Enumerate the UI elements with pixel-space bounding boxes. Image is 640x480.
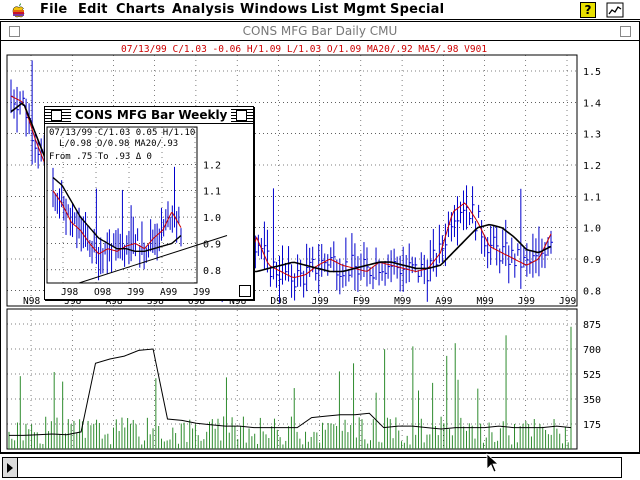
application-icon[interactable] — [606, 2, 624, 18]
daily-x-tick-label: J98 — [64, 296, 81, 307]
daily-volume-tick-label: 525 — [583, 370, 601, 381]
weekly-window-zoom-box[interactable] — [236, 110, 247, 121]
weekly-tick-label: 1.1 — [203, 187, 221, 198]
weekly-price-panel — [46, 126, 198, 284]
weekly-ma5-line — [52, 190, 182, 255]
weekly-tick-label: 1.2 — [203, 160, 221, 171]
weekly-tick-label: 0.8 — [203, 266, 221, 277]
daily-quote-line: 07/13/99 C/1.03 -0.06 H/1.09 L/1.03 O/1.… — [121, 44, 487, 55]
daily-price-tick-label: 0.8 — [583, 286, 601, 297]
weekly-x-tick-label: J99 — [127, 287, 144, 298]
weekly-trendline — [78, 235, 228, 284]
weekly-window-grow-box[interactable] — [239, 285, 251, 297]
weekly-trendline-label: From .75 To .93 Δ 0 — [49, 152, 152, 162]
daily-volume-tick-label: 875 — [583, 320, 601, 331]
weekly-window-close-box[interactable] — [51, 110, 62, 121]
weekly-x-tick-label: O98 — [94, 287, 111, 298]
daily-price-tick-label: 1.0 — [583, 224, 601, 235]
menu-analysis[interactable]: Analysis — [172, 2, 235, 17]
weekly-tick-label: 1.0 — [203, 213, 221, 224]
daily-price-tick-label: 1.4 — [583, 98, 601, 109]
daily-volume-ma-line — [9, 348, 572, 436]
daily-volume-tick-label: 700 — [583, 345, 601, 356]
menu-file[interactable]: File — [40, 2, 68, 17]
daily-x-tick-label: O98 — [188, 296, 205, 307]
menu-bar: File Edit Charts Analysis Windows List M… — [0, 0, 640, 20]
daily-price-tick-label: 1.3 — [583, 130, 601, 141]
mouse-pointer-icon — [486, 453, 500, 473]
menu-charts[interactable]: Charts — [116, 2, 166, 17]
weekly-window-title-bar[interactable]: CONS MFG Bar Weekly — [45, 107, 253, 124]
main-window-title-bar[interactable]: CONS MFG Bar Daily CMU — [1, 22, 639, 41]
weekly-window-title: CONS MFG Bar Weekly — [71, 108, 232, 123]
daily-x-tick-label: J99 — [518, 296, 535, 307]
weekly-quote-line-1: 07/13/99 C/1.03 0.05 H/1.10 — [49, 128, 195, 138]
daily-x-tick-label: N98 — [229, 296, 246, 307]
horizontal-scrollbar[interactable] — [18, 457, 622, 478]
weekly-quote-line-2: L/0.98 O/0.98 MA20/.93 — [59, 139, 178, 149]
daily-x-tick-label: A98 — [105, 296, 122, 307]
weekly-x-tick-label: J98 — [61, 287, 78, 298]
main-window-title: CONS MFG Bar Daily CMU — [242, 24, 398, 38]
daily-x-tick-label: F99 — [353, 296, 370, 307]
main-window-zoom-box[interactable] — [620, 26, 631, 37]
daily-volume-tick-label: 175 — [583, 420, 601, 431]
menu-windows[interactable]: Windows — [240, 2, 308, 17]
weekly-x-tick-label: A99 — [160, 287, 177, 298]
weekly-x-tick-label: J99 — [193, 287, 210, 298]
daily-x-tick-label: A99 — [435, 296, 452, 307]
daily-price-tick-label: 1.5 — [583, 67, 601, 78]
daily-volume-tick-label: 350 — [583, 395, 601, 406]
daily-x-tick-label: M99 — [477, 296, 494, 307]
menu-list-mgmt[interactable]: List Mgmt — [311, 2, 387, 17]
daily-price-tick-label: 0.9 — [583, 255, 601, 266]
daily-price-panel — [6, 54, 578, 307]
daily-x-tick-label: J99 — [312, 296, 329, 307]
weekly-tick-label: 0.9 — [203, 239, 221, 250]
horizontal-scroll-area — [0, 453, 640, 480]
daily-volume-panel — [6, 308, 578, 450]
scroll-tab-right-arrow-icon[interactable] — [2, 457, 18, 478]
daily-x-tick-label: J99 — [559, 296, 576, 307]
menu-special[interactable]: Special — [390, 2, 445, 17]
daily-price-tick-label: 1.1 — [583, 192, 601, 203]
main-window-close-box[interactable] — [9, 26, 20, 37]
apple-icon[interactable] — [10, 2, 26, 18]
daily-price-tick-label: 1.2 — [583, 161, 601, 172]
weekly-ma20-line — [52, 176, 182, 252]
daily-x-tick-label: M99 — [394, 296, 411, 307]
menu-edit[interactable]: Edit — [78, 2, 108, 17]
weekly-chart[interactable]: 1.2 1.1 1.0 0.9 0.8 J98 O98 J99 A99 J99 07/13/99 … — [45, 125, 253, 299]
daily-x-tick-label: N98 — [23, 296, 40, 307]
help-icon[interactable]: ? — [580, 2, 596, 18]
daily-x-tick-label: S98 — [147, 296, 164, 307]
weekly-chart-window: CONS MFG Bar Weekly 1.2 1.1 1.0 0.9 0.8 J98 O9… — [44, 106, 254, 300]
